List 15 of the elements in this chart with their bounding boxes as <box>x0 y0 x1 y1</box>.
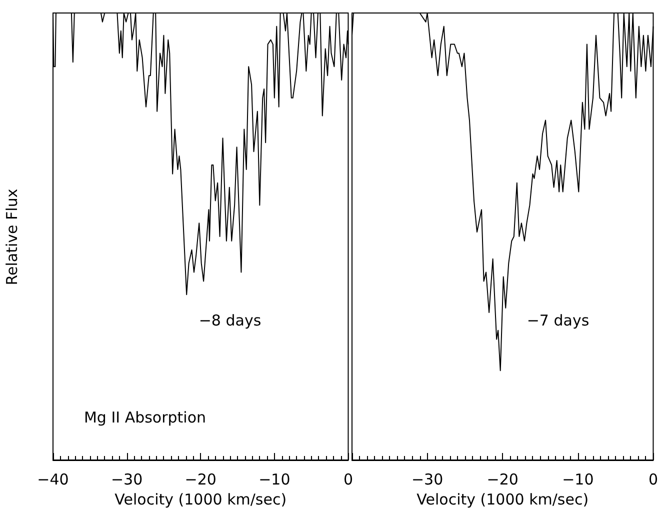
x-tick-label: −30 <box>411 470 444 488</box>
annotation: Mg II Absorption <box>84 408 206 426</box>
y-axis-title: Relative Flux <box>3 188 21 286</box>
x-tick-label: −20 <box>184 470 216 488</box>
annotation: −8 days <box>198 312 262 330</box>
annotation: −7 days <box>526 312 590 330</box>
x-tick-label: −30 <box>110 470 143 488</box>
x-tick-label: 0 <box>648 470 658 488</box>
x-axis-title: Velocity (1000 km/sec) <box>416 490 589 508</box>
x-tick-label: −40 <box>37 470 69 488</box>
x-tick-label: −10 <box>562 470 594 488</box>
x-tick-label: −10 <box>258 470 290 488</box>
x-tick-label: −20 <box>486 470 518 488</box>
x-axis-title: Velocity (1000 km/sec) <box>114 490 287 508</box>
x-tick-label: 0 <box>343 470 353 488</box>
